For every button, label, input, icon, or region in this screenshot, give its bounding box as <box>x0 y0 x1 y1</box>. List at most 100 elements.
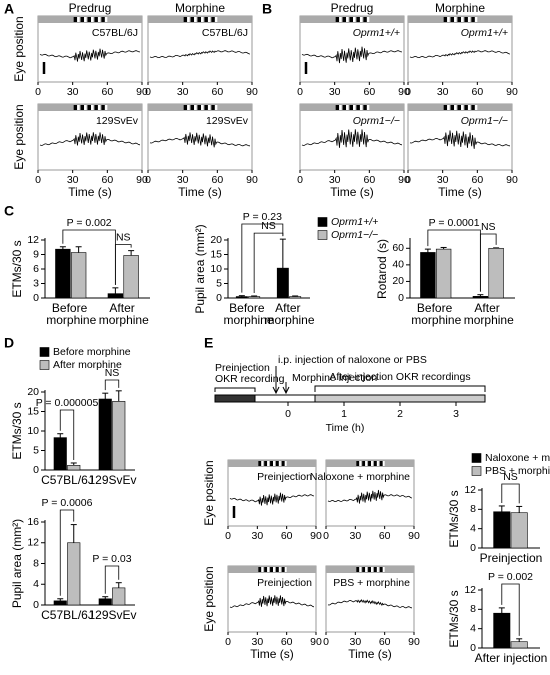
stimulus-block <box>87 17 91 22</box>
y-tick-label: 8 <box>33 557 39 569</box>
stimulus-block <box>464 17 468 22</box>
significance-bracket <box>104 379 120 391</box>
stimulus-block <box>183 105 188 110</box>
bar <box>420 252 436 299</box>
stimulus-block <box>450 17 455 22</box>
annotation: NS <box>105 367 120 379</box>
stimulus-block <box>450 105 455 110</box>
trace-label: 129SvEv <box>206 115 249 127</box>
column-header: Morphine <box>175 1 225 15</box>
x-tick-label: 60 <box>211 174 223 186</box>
x-tick-label: 30 <box>329 86 341 98</box>
y-tick-label: 12 <box>464 484 476 496</box>
x-tick-label: After morphine <box>99 301 149 327</box>
annotation: P = 0.03 <box>92 553 131 565</box>
stimulus-block <box>84 105 87 110</box>
stimulus-block <box>104 17 108 22</box>
timeline-segment <box>254 394 316 403</box>
stimulus-block <box>457 105 461 110</box>
x-axis-label: Time (h) <box>326 422 365 434</box>
bar <box>112 401 126 471</box>
stimulus-block <box>77 105 80 110</box>
y-tick-label: 4 <box>33 578 39 590</box>
y-tick-label: 10 <box>27 425 39 437</box>
column-header: Morphine <box>435 1 485 15</box>
significance-bracket <box>253 232 284 293</box>
stimulus-block <box>264 461 268 466</box>
stimulus-block <box>474 17 478 22</box>
timeline-annotation: Preinjection OKR recording <box>215 362 285 385</box>
x-tick-label: 90 <box>408 530 420 542</box>
stimulus-block <box>339 105 342 110</box>
significance-bracket <box>59 509 75 596</box>
x-tick-label: 30 <box>349 530 361 542</box>
trace-label: 129SvEv <box>96 115 139 127</box>
y-tick-label: 15 <box>27 405 39 417</box>
x-axis-label: Time (s) <box>330 185 374 199</box>
stimulus-block <box>207 17 211 22</box>
eye-trace <box>301 129 403 148</box>
bar <box>435 248 452 299</box>
stimulus-block <box>443 105 448 110</box>
stimulus-block <box>270 567 273 572</box>
timeline-annotation: Morphine injection <box>292 372 377 384</box>
legend-swatch <box>39 347 50 357</box>
legend-swatch <box>317 217 328 227</box>
x-tick-label: Before morphine <box>46 301 96 327</box>
x-tick-label: 30 <box>437 86 449 98</box>
x-tick-label: 0 <box>285 408 291 420</box>
stimulus-block <box>359 567 362 572</box>
bracket <box>214 387 256 392</box>
stimulus-block <box>359 105 363 110</box>
x-tick-label: 90 <box>398 86 410 98</box>
annotation: P = 0.000005 <box>36 397 99 409</box>
x-tick-label: 90 <box>408 636 420 648</box>
stimulus-block <box>211 17 215 22</box>
legend-swatch <box>39 360 50 370</box>
stimulus-block <box>447 105 450 110</box>
eye-trace <box>39 132 141 146</box>
column-header: Predrug <box>69 1 112 15</box>
x-tick-label: 90 <box>310 530 322 542</box>
stimulus-block <box>91 17 94 22</box>
significance-bracket <box>59 409 75 460</box>
annotation: P = 0.002 <box>67 217 112 229</box>
stimulus-block <box>87 105 91 110</box>
eye-trace <box>229 492 314 506</box>
stimulus-block <box>94 105 98 110</box>
bracket <box>314 385 486 392</box>
stimulus-block <box>454 17 457 22</box>
stimulus-block <box>443 17 448 22</box>
panel-letter: E <box>204 335 213 351</box>
x-tick-label: C57BL/6J <box>41 473 94 487</box>
x-tick-label: 0 <box>297 86 303 98</box>
stimulus-block <box>371 461 373 466</box>
bar <box>53 437 67 471</box>
bar <box>70 252 87 299</box>
stimulus-block <box>77 17 80 22</box>
bar <box>510 641 528 649</box>
legend-swatch <box>471 453 482 463</box>
stimulus-block <box>187 105 190 110</box>
stimulus-block <box>197 105 201 110</box>
stimulus-block <box>261 567 264 572</box>
trace-label: Naloxone + morphine <box>310 471 410 483</box>
x-tick-label: After morphine <box>464 301 514 327</box>
stimulus-block <box>353 105 356 110</box>
y-tick-label: 20 <box>392 275 404 287</box>
y-axis-label: Pupil area (mm²) <box>193 224 207 313</box>
trace-label: Preinjection <box>257 471 312 483</box>
x-tick-label: 30 <box>177 174 189 186</box>
stimulus-block <box>97 17 101 22</box>
y-tick-label: 40 <box>392 259 404 271</box>
stimulus-block <box>183 17 188 22</box>
significance-bracket <box>114 244 132 285</box>
y-tick-label: 4 <box>470 522 476 534</box>
annotation: NS <box>116 231 131 243</box>
x-tick-label: 0 <box>145 174 151 186</box>
stimulus-block <box>258 461 262 466</box>
stimulus-block <box>284 461 287 466</box>
stimulus-block <box>267 461 270 466</box>
bar <box>98 598 112 606</box>
stimulus-block <box>454 105 457 110</box>
